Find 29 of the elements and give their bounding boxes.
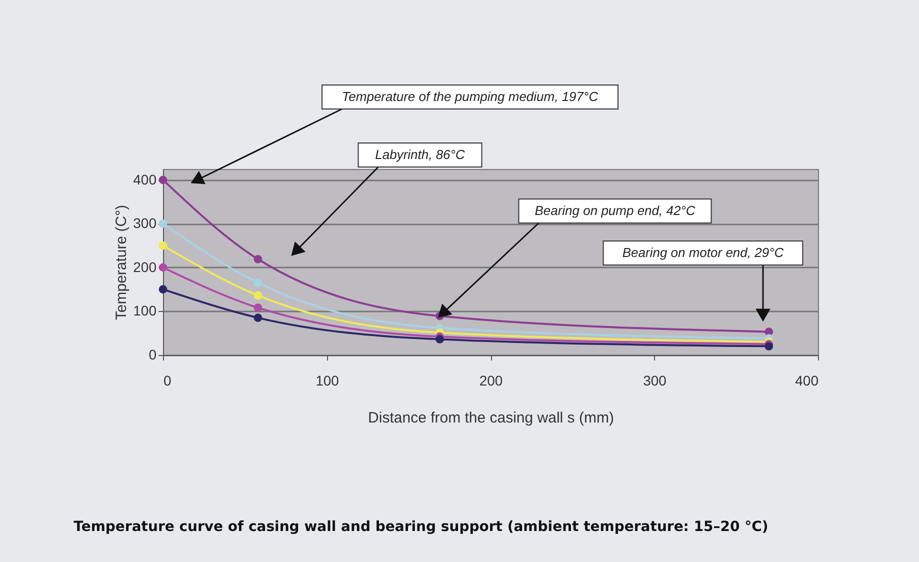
point [158, 263, 168, 272]
point [158, 220, 168, 228]
x-tick-label: 300 [643, 372, 667, 388]
annotation: Bearing on pump end, 42°C [534, 203, 696, 218]
y-tick-label: 200 [133, 258, 157, 275]
y-tick-label: 100 [133, 302, 157, 319]
point [254, 291, 262, 300]
point [254, 278, 262, 287]
x-axis-title: Distance from the casing wall s (mm) [368, 410, 614, 426]
x-tick-label: 100 [316, 372, 340, 388]
point [158, 176, 168, 184]
annotation: Bearing on motor end, 29°C [622, 245, 784, 260]
point [254, 254, 262, 264]
x-tick-label: 0 [164, 372, 172, 388]
y-tick-label: 0 [148, 346, 157, 362]
point [158, 241, 168, 250]
y-tick-label: 300 [133, 215, 157, 232]
x-tick-label: 400 [795, 372, 819, 388]
text: Temperature of the pumping medium, 197°C [342, 89, 599, 104]
point [254, 314, 262, 322]
y-tick-label: 400 [133, 171, 157, 188]
x-tick-label: 200 [479, 372, 503, 388]
text: Labyrinth, 86°C [375, 147, 466, 162]
point [158, 285, 168, 294]
point [436, 335, 444, 344]
point [764, 342, 774, 350]
text: Temperature curve of casing wall and bearing support (ambient temperature: 15–20 °C) [74, 519, 768, 535]
y-axis-title: Temperature (C°) [113, 204, 130, 320]
point [254, 304, 262, 312]
